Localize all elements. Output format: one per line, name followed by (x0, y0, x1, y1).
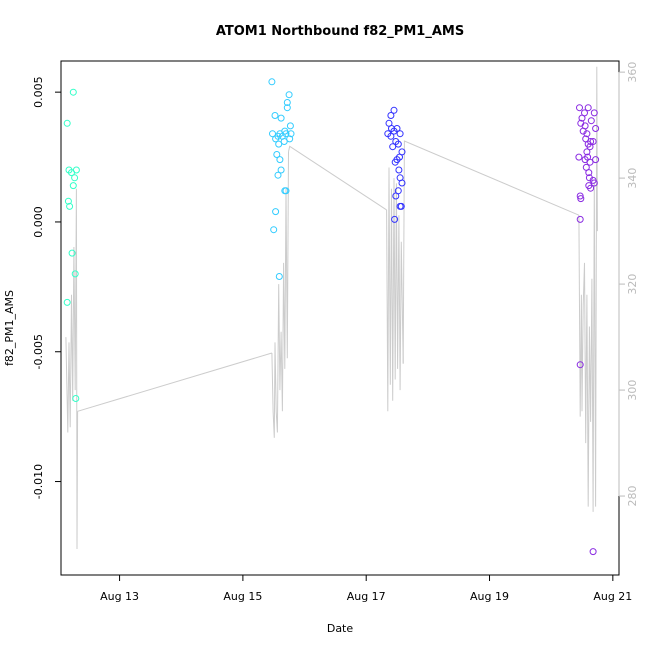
data-point-3-8 (592, 125, 600, 132)
chart-title: ATOM1 Northbound f82_PM1_AMS (216, 24, 464, 39)
data-point-3-20 (592, 156, 600, 164)
secondary-line-segment-4 (386, 167, 404, 412)
data-point-1-5 (277, 114, 285, 122)
data-point-1-20 (277, 166, 285, 174)
data-point-1-17 (275, 140, 283, 148)
secondary-line-segment-2 (271, 151, 289, 438)
data-point-3-29 (576, 192, 584, 200)
y2-tick-label: 340 (626, 168, 639, 189)
data-point-0-9 (68, 249, 76, 257)
data-point-1-24 (272, 208, 280, 216)
data-point-0-4 (72, 166, 80, 174)
y-tick-label: 0.000 (32, 206, 45, 238)
data-point-3-23 (585, 169, 593, 177)
y-axis-label: f82_PM1_AMS (3, 290, 16, 366)
data-point-3-31 (576, 215, 584, 223)
data-point-0-10 (71, 270, 79, 278)
data-point-2-16 (395, 166, 403, 174)
data-point-3-18 (575, 153, 583, 161)
data-point-1-14 (272, 135, 280, 143)
data-point-2-22 (397, 202, 405, 210)
data-point-3-5 (587, 117, 595, 125)
data-point-1-18 (273, 151, 281, 158)
data-point-2-7 (387, 132, 395, 140)
data-point-3-32 (576, 361, 584, 369)
data-point-0-0 (63, 119, 71, 127)
data-point-1-11 (287, 130, 295, 138)
secondary-line-segment-1 (77, 352, 273, 412)
y-axis-right: 280 300 320 340 360 (618, 62, 639, 507)
data-point-2-5 (390, 127, 398, 135)
points-layer (63, 78, 600, 556)
data-point-0-11 (63, 298, 71, 306)
data-point-1-16 (280, 138, 288, 145)
y-tick-label: -0.005 (32, 334, 45, 369)
data-point-3-21 (586, 158, 594, 166)
secondary-line-segment-5 (402, 140, 580, 364)
x-axis-label: Date (327, 622, 354, 635)
secondary-line-segment-6 (578, 66, 598, 512)
data-point-1-21 (274, 171, 282, 179)
data-point-3-28 (587, 184, 595, 192)
data-point-0-6 (69, 182, 77, 190)
data-point-0-8 (66, 202, 74, 210)
data-point-1-15 (286, 135, 294, 143)
y-tick-label: -0.010 (32, 464, 45, 499)
data-point-2-1 (387, 112, 395, 119)
data-point-1-1 (285, 91, 293, 99)
data-point-0-12 (72, 395, 80, 402)
data-point-2-15 (391, 158, 399, 166)
x-tick-label: Aug 19 (470, 590, 509, 603)
data-point-3-3 (590, 109, 598, 117)
data-point-3-4 (578, 114, 586, 122)
data-point-2-10 (394, 140, 402, 148)
data-point-0-5 (71, 174, 79, 182)
x-tick-label: Aug 15 (223, 590, 262, 603)
data-point-2-0 (390, 106, 398, 114)
data-point-1-0 (268, 78, 276, 86)
data-point-2-8 (396, 130, 404, 138)
data-point-3-0 (576, 104, 583, 112)
data-point-3-33 (589, 548, 597, 556)
y2-tick-label: 360 (626, 62, 639, 83)
y2-tick-label: 320 (626, 274, 639, 295)
data-point-0-1 (69, 88, 77, 96)
data-point-1-3 (283, 104, 291, 112)
y-tick-label: 0.005 (32, 76, 45, 108)
secondary-line-layer (65, 66, 598, 550)
data-point-1-4 (271, 112, 279, 119)
x-tick-label: Aug 17 (347, 590, 386, 603)
data-point-3-1 (584, 104, 592, 112)
data-point-3-15 (586, 143, 594, 151)
data-point-2-18 (398, 179, 406, 187)
data-point-2-20 (392, 192, 400, 200)
x-axis: Aug 13 Aug 15 Aug 17 Aug 19 Aug 21 (100, 574, 632, 603)
data-point-2-11 (389, 143, 397, 151)
y2-tick-label: 300 (626, 380, 639, 401)
data-point-0-7 (64, 197, 72, 205)
data-point-1-2 (283, 99, 291, 106)
data-point-3-16 (583, 148, 591, 156)
data-point-1-8 (269, 130, 276, 138)
y-axis-left: -0.010 -0.005 0.000 0.005 (32, 76, 62, 499)
data-point-1-23 (282, 187, 290, 195)
data-point-1-19 (276, 156, 284, 164)
x-tick-label: Aug 21 (593, 590, 632, 603)
data-point-2-23 (391, 215, 399, 223)
data-point-1-25 (270, 226, 278, 234)
data-point-1-6 (286, 122, 294, 130)
data-point-3-10 (583, 130, 591, 138)
y2-tick-label: 280 (626, 486, 639, 507)
x-tick-label: Aug 13 (100, 590, 139, 603)
secondary-line-segment-3 (288, 145, 387, 211)
data-point-1-26 (275, 273, 283, 280)
secondary-line-segment-0 (65, 188, 79, 550)
data-point-3-30 (577, 195, 585, 203)
data-point-3-26 (590, 179, 598, 187)
